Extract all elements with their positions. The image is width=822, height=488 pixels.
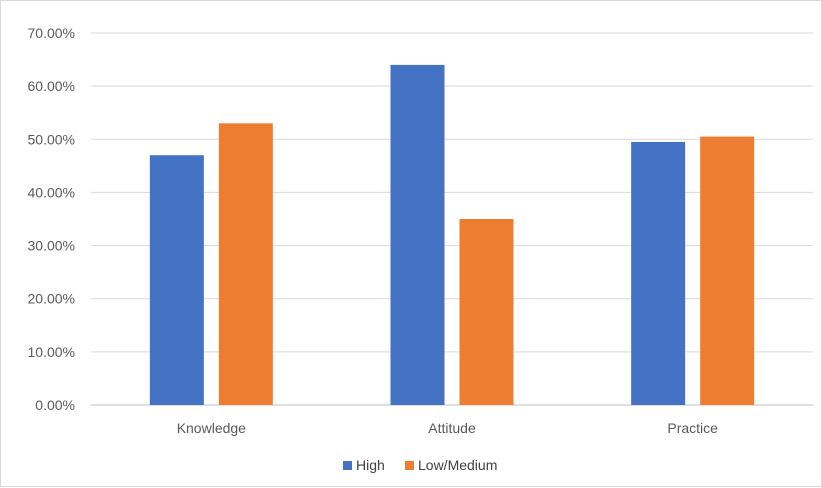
y-tick-label: 20.00% xyxy=(28,291,75,307)
y-tick-label: 40.00% xyxy=(28,184,75,200)
legend: High Low/Medium xyxy=(343,457,497,473)
y-axis-tick-labels: 0.00% 10.00% 20.00% 30.00% 40.00% 50.00% 60.00… xyxy=(28,25,75,413)
legend-swatch-high xyxy=(343,461,352,470)
x-axis: Knowledge Attitude Practice xyxy=(177,420,718,436)
bar-high-practice xyxy=(631,141,686,405)
legend-label: High xyxy=(356,457,385,473)
gridlines xyxy=(91,32,813,406)
x-tick-label: Attitude xyxy=(428,420,476,436)
y-tick-label: 10.00% xyxy=(28,344,75,360)
y-tick-label: 0.00% xyxy=(35,397,75,413)
x-tick-label: Practice xyxy=(667,420,718,436)
bar-high-knowledge xyxy=(149,155,204,405)
bar-low-medium-attitude xyxy=(459,219,514,405)
y-tick-label: 30.00% xyxy=(28,238,75,254)
y-tick-label: 60.00% xyxy=(28,78,75,94)
bar-low-medium-knowledge xyxy=(218,123,273,405)
bars xyxy=(149,64,755,405)
y-tick-label: 50.00% xyxy=(28,131,75,147)
bar-low-medium-practice xyxy=(700,136,755,405)
bar-high-attitude xyxy=(390,64,445,405)
legend-swatch-low-medium xyxy=(405,461,414,470)
y-tick-label: 70.00% xyxy=(28,25,75,41)
x-tick-label: Knowledge xyxy=(177,420,246,436)
legend-label: Low/Medium xyxy=(418,457,497,473)
